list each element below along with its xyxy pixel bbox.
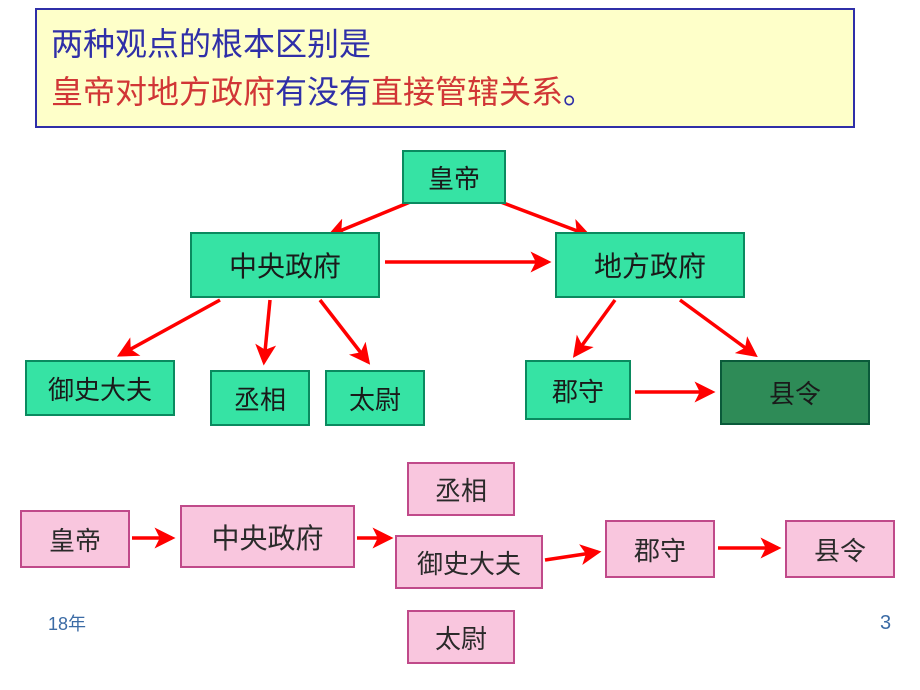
arrow	[264, 300, 270, 362]
node-p_emperor: 皇帝	[20, 510, 130, 568]
title-part-4: 。	[563, 74, 595, 110]
node-n_yushi: 御史大夫	[25, 360, 175, 416]
arrow	[545, 552, 598, 560]
node-p_yushi: 御史大夫	[395, 535, 543, 589]
title-part-2: 有没有	[275, 74, 371, 110]
title-part-3: 直接管辖关系	[371, 74, 563, 110]
node-p_chengxiang: 丞相	[407, 462, 515, 516]
node-n_emperor_top: 皇帝	[402, 150, 506, 204]
footer-pagenum: 3	[880, 612, 891, 635]
arrow	[575, 300, 615, 355]
node-n_chengxiang: 丞相	[210, 370, 310, 426]
title-line-1: 两种观点的根本区别是	[51, 20, 839, 68]
node-n_xianling: 县令	[720, 360, 870, 425]
node-n_central: 中央政府	[190, 232, 380, 298]
arrow	[120, 300, 220, 355]
node-p_junshou: 郡守	[605, 520, 715, 578]
title-part-1: 皇帝对地方政府	[51, 74, 275, 110]
title-box: 两种观点的根本区别是 皇帝对地方政府有没有直接管辖关系。	[35, 8, 855, 128]
arrow	[680, 300, 755, 355]
arrow	[320, 300, 368, 362]
node-n_taiwei: 太尉	[325, 370, 425, 426]
node-p_central: 中央政府	[180, 505, 355, 568]
node-n_junshou: 郡守	[525, 360, 631, 420]
node-p_xianling: 县令	[785, 520, 895, 578]
node-n_local: 地方政府	[555, 232, 745, 298]
node-p_taiwei: 太尉	[407, 610, 515, 664]
title-line-2: 皇帝对地方政府有没有直接管辖关系。	[51, 68, 839, 116]
footer-date: 18年	[48, 610, 86, 636]
